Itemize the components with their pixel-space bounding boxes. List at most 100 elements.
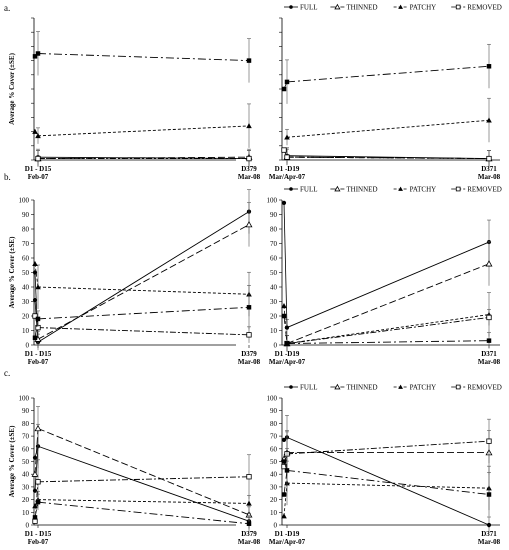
y-tick-label: 60: [22, 445, 30, 453]
series-thinned: [31, 406, 253, 523]
series-patchy: [32, 103, 252, 148]
data-point: [281, 437, 287, 443]
y-tick-label: 100: [267, 197, 278, 205]
series-patchy: [32, 491, 252, 512]
series-line: [286, 340, 490, 344]
panel-label-a: a.: [4, 3, 10, 13]
series-line: [37, 125, 250, 137]
x-tick-sublabel: Feb-07: [28, 173, 49, 181]
series-line-segment: [283, 470, 288, 495]
legend-marker: [334, 185, 341, 192]
y-axis-title: Average % Cover (±SE): [8, 52, 16, 124]
y-tick-label: 20: [270, 496, 278, 504]
legend-label: PATCHY: [410, 186, 437, 194]
series-negligible: [32, 284, 252, 340]
y-tick-label: 50: [270, 458, 278, 466]
series-thinned: [283, 241, 493, 352]
legend-label: PATCHY: [410, 384, 437, 392]
legend-marker: [334, 383, 341, 390]
data-point: [35, 499, 41, 505]
y-tick-label: 20: [22, 496, 30, 504]
series-line-segment: [283, 202, 288, 328]
data-point: [281, 313, 287, 319]
y-tick-label: 90: [22, 407, 30, 415]
series-line: [37, 499, 250, 504]
series-line-segment: [283, 315, 288, 344]
x-tick-label: D379: [241, 530, 257, 538]
data-point: [32, 297, 38, 303]
series-line-segment: [34, 263, 39, 288]
data-point: [32, 518, 38, 524]
x-tick-sublabel: Mar/Apr-07: [269, 538, 306, 546]
series-full: [32, 189, 252, 351]
legend-label: THINNED: [346, 186, 377, 194]
legend-marker: [289, 385, 293, 389]
series-line: [286, 65, 490, 83]
y-tick-label: 30: [270, 483, 278, 491]
y-tick-label: 60: [270, 445, 278, 453]
data-point: [486, 438, 492, 444]
series-line-segment: [34, 502, 39, 518]
series-patchy: [284, 97, 492, 146]
series-full: [281, 415, 492, 533]
series-line: [37, 501, 250, 525]
y-tick-label: 60: [22, 255, 30, 263]
x-tick-label: D379: [241, 350, 257, 358]
data-point: [32, 54, 38, 59]
series-line: [286, 436, 490, 526]
y-tick-label: 100: [19, 197, 30, 205]
series-negligible: [281, 313, 492, 352]
y-tick-label: 50: [270, 269, 278, 277]
data-point: [281, 492, 287, 497]
data-point: [281, 303, 287, 309]
series-removed: [32, 454, 252, 524]
x-tick-sublabel: Mar/Apr-07: [269, 173, 306, 181]
data-point: [486, 117, 492, 123]
data-point: [486, 338, 492, 343]
x-tick-label: D1 -D19: [275, 165, 300, 173]
y-tick-label: 0: [26, 342, 30, 350]
data-point: [246, 332, 252, 338]
y-tick-label: 60: [270, 255, 278, 263]
data-point: [281, 86, 287, 92]
series-line: [37, 211, 250, 343]
series-line: [37, 286, 250, 295]
legend: FULLTHINNEDPATCHYREMOVEDNEGLIGIBLE: [284, 185, 502, 194]
data-point: [281, 200, 287, 205]
data-point: [35, 133, 41, 139]
legend-marker: [398, 186, 403, 191]
series-negligible: [32, 493, 252, 532]
series-removed: [281, 147, 492, 167]
legend-marker: [289, 187, 293, 191]
y-tick-label: 30: [270, 298, 278, 306]
y-tick-label: 70: [22, 240, 30, 248]
x-tick-label: D1 -D19: [275, 350, 300, 358]
data-point: [284, 134, 290, 140]
x-tick-label: D371: [481, 165, 497, 173]
data-point: [246, 58, 252, 63]
data-point: [486, 522, 492, 528]
y-tick-label: 50: [22, 269, 30, 277]
data-point: [35, 316, 41, 322]
data-point: [35, 51, 41, 56]
legend-label: THINNED: [346, 384, 377, 392]
y-tick-label: 100: [19, 395, 30, 403]
y-tick-label: 70: [270, 433, 278, 441]
series-line: [37, 306, 250, 320]
x-tick-label: D371: [481, 350, 497, 358]
y-tick-label: 80: [270, 420, 278, 428]
series-removed: [281, 418, 492, 476]
y-tick-label: 80: [22, 226, 30, 234]
data-point: [485, 260, 493, 267]
series-full: [281, 200, 492, 336]
data-point: [486, 64, 492, 69]
y-tick-label: 20: [270, 313, 278, 321]
data-point: [35, 284, 41, 290]
data-point: [284, 79, 290, 85]
y-tick-label: 40: [22, 471, 30, 479]
series-full: [32, 423, 252, 530]
